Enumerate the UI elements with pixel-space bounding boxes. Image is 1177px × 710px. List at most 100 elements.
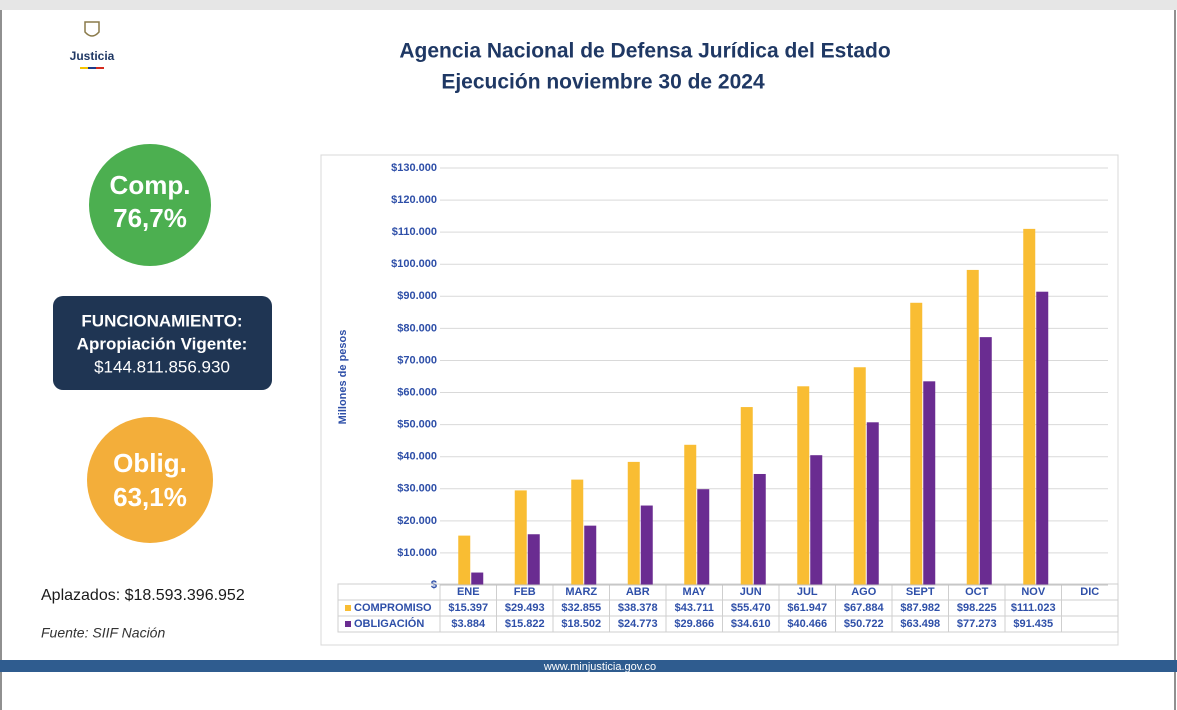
chart-frame: [320, 154, 1119, 646]
y-axis-label: Millones de pesos: [337, 330, 349, 425]
value-label: $15.397: [448, 602, 488, 614]
y-tick-label: $20.000: [397, 515, 437, 527]
value-label: $40.466: [787, 618, 827, 630]
x-tick-label: ABR: [626, 586, 650, 598]
y-tick-label: $30.000: [397, 483, 437, 495]
comp-label: Comp.: [110, 170, 191, 200]
title: Agencia Nacional de Defensa Jurídica del…: [399, 40, 890, 63]
bar: [514, 490, 527, 585]
y-tick-label: $110.000: [392, 226, 437, 238]
value-label: $18.502: [561, 618, 601, 630]
table-frame: [337, 583, 1119, 633]
bar: [584, 525, 597, 585]
x-tick-label: NOV: [1021, 586, 1046, 598]
y-tick-label: $10.000: [397, 547, 437, 559]
logo-icon: [84, 21, 100, 37]
x-tick-label: MARZ: [565, 586, 597, 598]
value-label: $34.610: [731, 618, 771, 630]
value-label: $91.435: [1013, 618, 1053, 630]
value-label: $43.711: [675, 602, 714, 614]
legend-swatch: [345, 621, 351, 627]
top-bar: [0, 0, 1177, 10]
y-tick-label: $90.000: [397, 290, 437, 302]
x-tick-label: MAY: [683, 586, 707, 598]
value-label: $87.982: [900, 602, 940, 614]
oblig-label: Oblig.: [113, 448, 187, 478]
flag: [96, 67, 104, 69]
flag: [88, 67, 96, 69]
value-label: $55.470: [731, 602, 771, 614]
value-label: $29.493: [505, 602, 545, 614]
value-label: $98.225: [957, 602, 997, 614]
value-label: $29.866: [674, 618, 714, 630]
x-tick-label: OCT: [965, 586, 989, 598]
bar: [853, 367, 866, 585]
oblig-circle: [87, 417, 213, 543]
value-label: $32.855: [561, 602, 601, 614]
x-tick-label: FEB: [514, 586, 536, 598]
y-tick-label: $40.000: [397, 451, 437, 463]
y-tick-label: $50.000: [397, 419, 437, 431]
bar: [866, 422, 879, 585]
x-tick-label: DIC: [1080, 586, 1099, 598]
bar: [740, 407, 753, 585]
bar: [979, 337, 992, 585]
value-label: $67.884: [844, 602, 885, 614]
value-label: $111.023: [1011, 602, 1056, 614]
bar: [1036, 291, 1049, 585]
flag: [80, 67, 88, 69]
value-label: $50.722: [844, 618, 884, 630]
x-tick-label: JUL: [797, 586, 818, 598]
bar: [571, 479, 584, 585]
box-line: $144.811.856.930: [94, 357, 230, 376]
value-label: $15.822: [505, 618, 545, 630]
bar: [684, 444, 697, 585]
subtitle: Ejecución noviembre 30 de 2024: [441, 71, 765, 94]
box-line: FUNCIONAMIENTO:: [81, 311, 242, 330]
bar: [527, 534, 540, 585]
y-tick-label: $120.000: [391, 194, 437, 206]
x-tick-label: JUN: [740, 586, 762, 598]
value-label: $61.947: [787, 602, 827, 614]
bar: [923, 381, 936, 585]
value-label: $3.884: [451, 618, 486, 630]
budget-box: [53, 296, 272, 390]
source: Fuente: SIIF Nación: [41, 625, 165, 641]
bar: [910, 302, 923, 585]
x-tick-label: AGO: [851, 586, 877, 598]
box-line: Apropiación Vigente:: [77, 334, 248, 353]
bar: [810, 455, 823, 585]
legend-label: COMPROMISO: [354, 602, 432, 614]
bar: [458, 535, 471, 585]
value-label: $77.273: [957, 618, 997, 630]
value-label: $63.498: [900, 618, 940, 630]
bar: [797, 386, 810, 585]
bar: [697, 489, 710, 585]
bar: [640, 505, 653, 585]
bar: [1023, 228, 1036, 585]
bar: [966, 269, 979, 585]
y-tick-label: $: [431, 579, 437, 591]
y-tick-label: $60.000: [397, 386, 437, 398]
comp-value: 76,7%: [113, 203, 187, 233]
bar: [753, 473, 766, 585]
bar: [627, 461, 640, 585]
deferred: Aplazados: $18.593.396.952: [41, 587, 245, 604]
x-tick-label: SEPT: [906, 586, 935, 598]
y-tick-label: $130.000: [391, 162, 437, 174]
y-tick-label: $70.000: [397, 354, 437, 366]
y-tick-label: $100.000: [391, 258, 437, 270]
value-label: $24.773: [618, 618, 658, 630]
oblig-value: 63,1%: [113, 482, 187, 512]
footer: www.minjusticia.gov.co: [543, 661, 656, 673]
y-tick-label: $80.000: [397, 322, 437, 334]
bar: [471, 572, 484, 585]
value-label: $38.378: [618, 602, 658, 614]
logo-text: Justicia: [70, 49, 115, 63]
legend-swatch: [345, 605, 351, 611]
x-tick-label: ENE: [457, 586, 480, 598]
legend-label: OBLIGACIÓN: [354, 617, 424, 630]
footer-bar: [0, 660, 1177, 672]
